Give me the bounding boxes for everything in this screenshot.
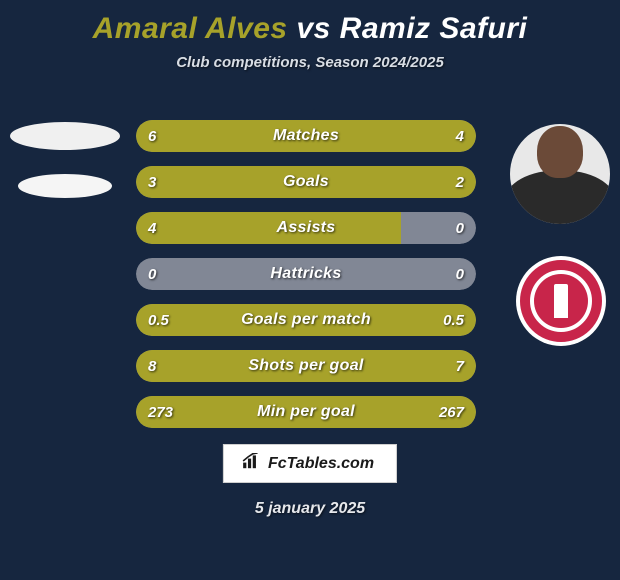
brand-badge: FcTables.com <box>223 444 397 483</box>
brand-text: FcTables.com <box>268 455 374 473</box>
stats-bars: 64Matches 32Goals 40Assists 00Hattricks 0.50… <box>136 120 476 442</box>
stat-row: 32Goals <box>136 166 476 198</box>
stat-label: Goals <box>136 166 476 198</box>
player-right-name: Ramiz Safuri <box>340 12 528 45</box>
stat-row: 87Shots per goal <box>136 350 476 382</box>
subtitle: Club competitions, Season 2024/2025 <box>0 54 620 71</box>
date-text: 5 january 2025 <box>0 500 620 518</box>
stat-label: Shots per goal <box>136 350 476 382</box>
chart-icon <box>242 453 262 474</box>
stat-label: Goals per match <box>136 304 476 336</box>
stat-label: Assists <box>136 212 476 244</box>
player-left-avatar <box>10 122 120 150</box>
stat-row: 40Assists <box>136 212 476 244</box>
player-left-club-logo <box>18 174 112 198</box>
stat-label: Min per goal <box>136 396 476 428</box>
vs-label: vs <box>296 12 330 45</box>
player-left-name: Amaral Alves <box>93 12 288 45</box>
stat-row: 64Matches <box>136 120 476 152</box>
stat-row: 0.50.5Goals per match <box>136 304 476 336</box>
stat-label: Matches <box>136 120 476 152</box>
stat-label: Hattricks <box>136 258 476 290</box>
stat-row: 00Hattricks <box>136 258 476 290</box>
player-right-club-logo <box>516 256 606 346</box>
stat-row: 273267Min per goal <box>136 396 476 428</box>
comparison-title: Amaral Alves vs Ramiz Safuri <box>0 0 620 46</box>
player-right-avatar <box>510 124 610 224</box>
